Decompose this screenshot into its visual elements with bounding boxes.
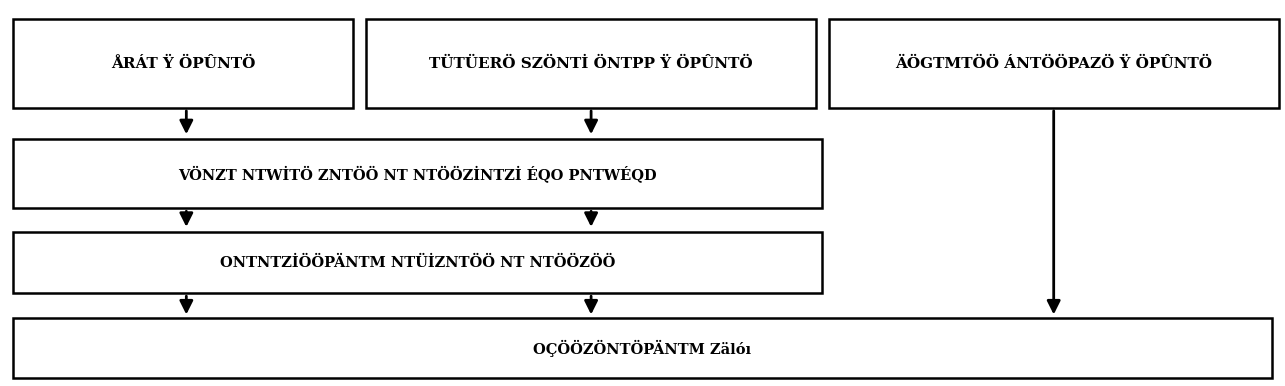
FancyBboxPatch shape bbox=[13, 232, 822, 293]
FancyBboxPatch shape bbox=[829, 19, 1279, 108]
Text: ÄÖGTMTÖÖ ÁNTÖÖPAZÖ Ÿ ÖPÛNTÖ: ÄÖGTMTÖÖ ÁNTÖÖPAZÖ Ÿ ÖPÛNTÖ bbox=[896, 57, 1212, 71]
FancyBboxPatch shape bbox=[13, 139, 822, 208]
Text: ONTNTZİÖÖPÄNTM NTÜİZNTÖÖ NT NTÖÖZÖÖ: ONTNTZİÖÖPÄNTM NTÜİZNTÖÖ NT NTÖÖZÖÖ bbox=[220, 256, 616, 269]
FancyBboxPatch shape bbox=[13, 318, 1272, 378]
Text: OÇÖÖZÖNTÖPÄNTM Zälóı: OÇÖÖZÖNTÖPÄNTM Zälóı bbox=[533, 340, 752, 357]
Text: VÖNZT NTWİTÖ ZNTÖÖ NT NTÖÖZİNTZİ ÉQO PNTWÉQD: VÖNZT NTWİTÖ ZNTÖÖ NT NTÖÖZİNTZİ ÉQO PNT… bbox=[179, 165, 657, 182]
Text: TÜTÜERÖ SZÖNTİ ÖNTPP Ÿ ÖPÛNTÖ: TÜTÜERÖ SZÖNTİ ÖNTPP Ÿ ÖPÛNTÖ bbox=[429, 57, 753, 71]
FancyBboxPatch shape bbox=[366, 19, 816, 108]
Text: ÅRÁT Ÿ ÖPÛNTÖ: ÅRÁT Ÿ ÖPÛNTÖ bbox=[111, 57, 256, 71]
FancyBboxPatch shape bbox=[13, 19, 353, 108]
